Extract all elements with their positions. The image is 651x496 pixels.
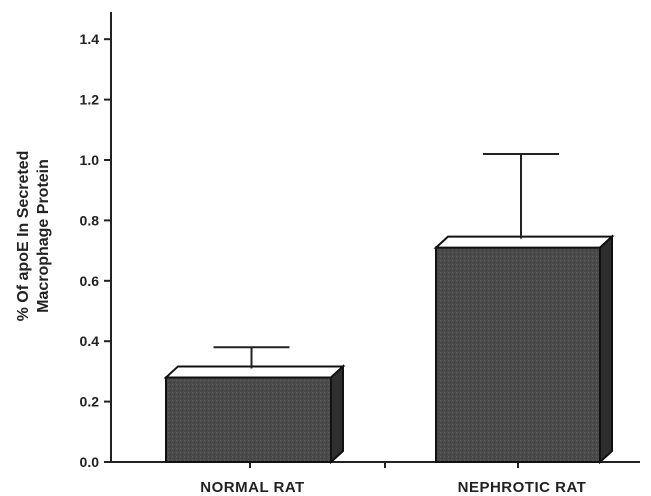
bar-top-face (433, 235, 615, 249)
y-tick-label: 1.4 (80, 31, 100, 47)
y-tick-label: 0.0 (80, 454, 100, 470)
y-tick-label: 0.2 (80, 394, 100, 410)
y-tick-label: 1.2 (80, 92, 100, 108)
y-axis-label: % Of apoE In Secreted Macrophage Protein (15, 151, 52, 322)
category-labels: NORMAL RAT NEPHROTIC RAT (200, 479, 586, 496)
category-label: NORMAL RAT (200, 479, 304, 496)
bar-top-face (163, 365, 346, 379)
y-tick-label: 0.4 (80, 333, 100, 349)
category-label: NEPHROTIC RAT (458, 479, 587, 496)
bar-side-face (599, 234, 613, 465)
bar (165, 376, 332, 463)
y-tick-label: 1.0 (80, 152, 100, 168)
bar (435, 246, 601, 463)
y-tick-label: 0.6 (80, 273, 100, 289)
y-axis-label-line-1: % Of apoE In Secreted (15, 151, 32, 322)
bars-group (163, 234, 615, 465)
y-tick-label: 0.8 (80, 212, 100, 228)
error-bars-group (213, 152, 559, 369)
y-axis-label-line-2: Macrophage Protein (35, 159, 52, 313)
bar-side-face (330, 364, 344, 465)
y-axis-ticks: 0.0 0.2 0.4 0.6 0.8 1.0 1.2 1.4 (80, 31, 111, 470)
